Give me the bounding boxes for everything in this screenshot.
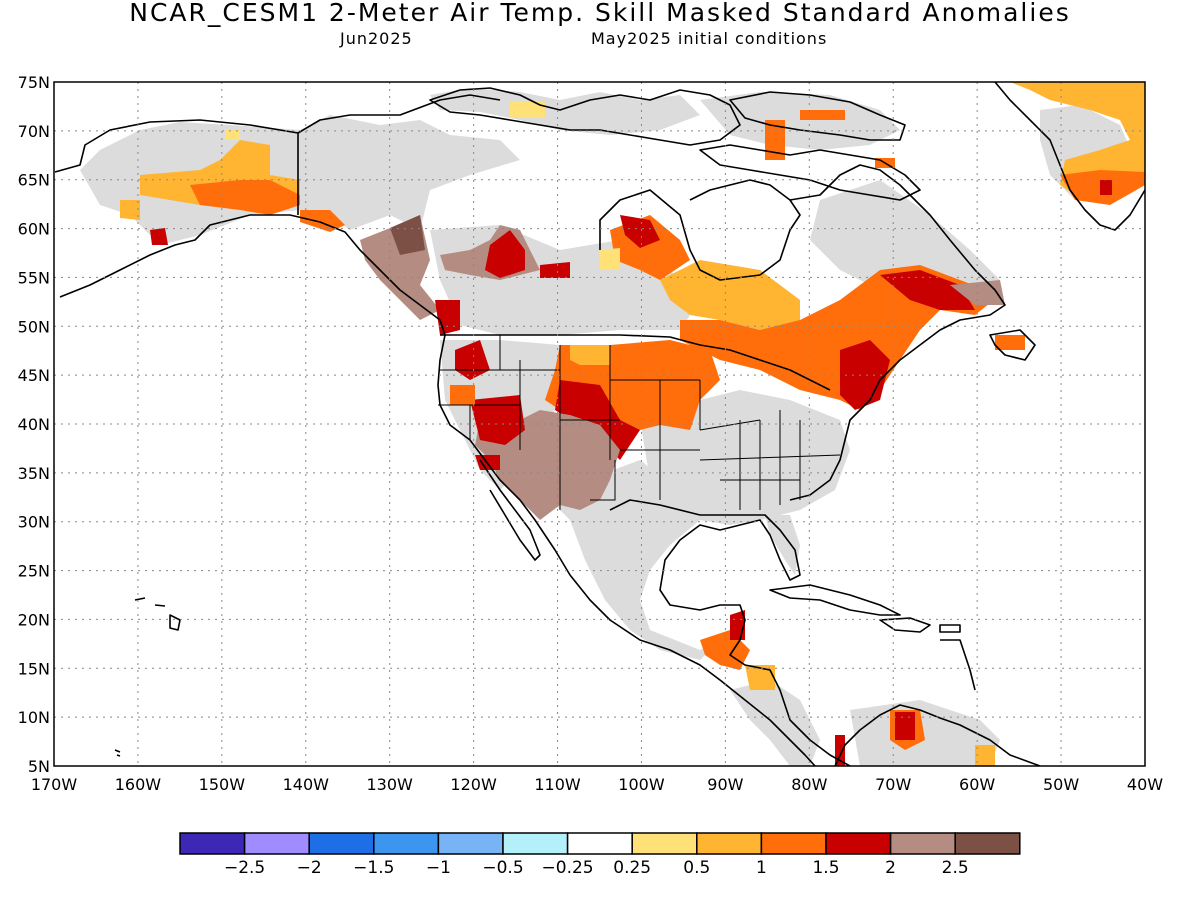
- longitude-label: 100W: [618, 775, 665, 794]
- latitude-label: 55N: [18, 268, 50, 287]
- anomaly-shading: [120, 82, 1145, 766]
- state-borders: [438, 335, 841, 510]
- latitude-label: 70N: [18, 122, 50, 141]
- colorbar-swatch: [502, 832, 569, 855]
- latitude-label: 35N: [18, 464, 50, 483]
- longitude-label: 150W: [199, 775, 246, 794]
- colorbar-swatch: [373, 832, 440, 855]
- valid-month-label: Jun2025: [340, 29, 413, 48]
- longitude-labels: 170W 160W 150W 140W 130W 120W 110W 100W 90W 80W 70…: [31, 775, 1163, 794]
- longitude-label: 170W: [31, 775, 78, 794]
- colorbar-swatch: [566, 832, 633, 855]
- latitude-label: 25N: [18, 562, 50, 581]
- longitude-label: 160W: [115, 775, 162, 794]
- longitude-label: 140W: [283, 775, 330, 794]
- colorbar-swatch: [760, 832, 827, 855]
- latitude-label: 75N: [18, 73, 50, 92]
- latitude-label: 5N: [28, 757, 50, 776]
- latitude-label: 40N: [18, 415, 50, 434]
- latitude-label: 20N: [18, 610, 50, 629]
- colorbar-tick-label: 0.25: [613, 858, 651, 878]
- colorbar-tick-label: −2.5: [224, 858, 265, 878]
- latitude-label: 30N: [18, 513, 50, 532]
- colorbar-swatch: [179, 832, 246, 855]
- latitude-label: 15N: [18, 659, 50, 678]
- colorbar-swatch: [631, 832, 698, 855]
- colorbar-tick-label: 1: [756, 858, 767, 878]
- colorbar-swatch: [696, 832, 763, 855]
- latitude-label: 65N: [18, 171, 50, 190]
- longitude-label: 40W: [1127, 775, 1163, 794]
- colorbar-tick-label: 0.5: [683, 858, 710, 878]
- colorbar-tick-label: −0.25: [542, 858, 594, 878]
- colorbar-swatch: [889, 832, 956, 855]
- longitude-label: 60W: [959, 775, 995, 794]
- longitude-label: 110W: [534, 775, 581, 794]
- colorbar: [179, 832, 1021, 855]
- latitude-label: 50N: [18, 317, 50, 336]
- latitude-label: 10N: [18, 708, 50, 727]
- latitude-labels: 75N 70N 65N 60N 55N 50N 45N 40N 35N 30N 25N 20N 15N 1…: [18, 73, 50, 776]
- latitude-label: 60N: [18, 220, 50, 239]
- colorbar-swatch: [243, 832, 310, 855]
- longitude-label: 70W: [875, 775, 911, 794]
- map-frame: [53, 81, 1146, 767]
- longitude-label: 80W: [791, 775, 827, 794]
- longitude-label: 90W: [707, 775, 743, 794]
- colorbar-tick-label: −1: [426, 858, 451, 878]
- colorbar-tick-label: −0.5: [482, 858, 523, 878]
- colorbar-swatch: [954, 832, 1021, 855]
- longitude-label: 50W: [1043, 775, 1079, 794]
- map-title: NCAR_CESM1 2-Meter Air Temp. Skill Maske…: [129, 0, 1071, 27]
- graticule: [54, 82, 1145, 766]
- colorbar-tick-label: −1.5: [353, 858, 394, 878]
- colorbar-tick-label: −2: [297, 858, 322, 878]
- colorbar-swatch: [308, 832, 375, 855]
- colorbar-tick-label: 2: [885, 858, 896, 878]
- init-conditions-label: May2025 initial conditions: [591, 29, 828, 48]
- longitude-label: 120W: [450, 775, 497, 794]
- map-canvas: [54, 82, 1145, 766]
- colorbar-swatch: [825, 832, 892, 855]
- colorbar-tick-label: 2.5: [942, 858, 969, 878]
- latitude-label: 45N: [18, 366, 50, 385]
- colorbar-tick-label: 1.5: [812, 858, 839, 878]
- colorbar-labels: −2.5 −2 −1.5 −1 −0.5 −0.25 0.25 0.5 1 1.5 2 2.5: [224, 858, 969, 878]
- longitude-label: 130W: [367, 775, 414, 794]
- colorbar-swatch: [437, 832, 504, 855]
